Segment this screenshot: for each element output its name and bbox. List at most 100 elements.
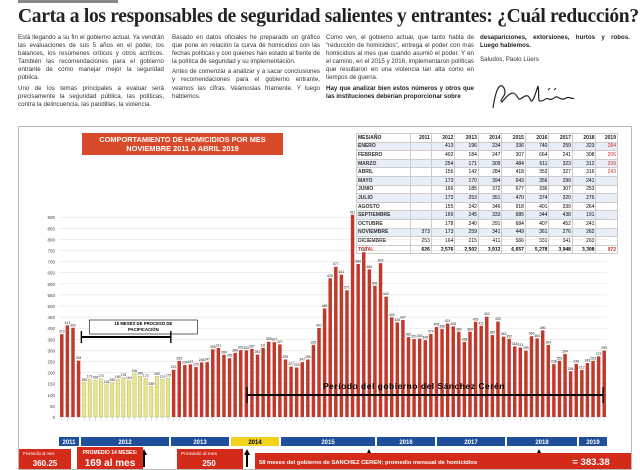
year-label: 2018 [535, 440, 549, 446]
article-body: Está llegando a su fin el gobierno actua… [18, 34, 630, 126]
bar [171, 369, 176, 417]
bar [434, 327, 439, 417]
bar [132, 373, 137, 418]
bar-value-label: 337 [271, 338, 277, 342]
bar [60, 334, 64, 417]
bar-value-label: 239 [573, 359, 579, 363]
bar-value-label: 352 [506, 334, 512, 338]
bar [110, 382, 115, 418]
bar-value-label: 339 [266, 337, 272, 341]
bar [540, 330, 545, 417]
avg-box [19, 449, 71, 469]
bar [557, 360, 562, 417]
bar-value-label: 742 [361, 248, 367, 252]
y-tick-label: 800 [47, 237, 55, 242]
bar [283, 359, 288, 417]
bar-value-label: 301 [238, 346, 244, 350]
bar-value-label: 429 [473, 317, 479, 321]
y-tick-label: 300 [47, 348, 55, 353]
bar [373, 285, 377, 417]
bar-value-label: 259 [305, 355, 311, 359]
bar-value-label: 313 [517, 343, 523, 347]
avg-box-value: 169 al mes [85, 458, 136, 469]
bar [205, 362, 209, 417]
y-tick-label: 850 [47, 226, 55, 231]
bar [384, 296, 388, 417]
bar-value-label: 243 [585, 359, 591, 363]
y-tick-label: 450 [47, 315, 55, 320]
bar [65, 325, 70, 417]
year-band [231, 437, 279, 446]
table-row: FEBRERO 402 184 247 307 664 241 308 206 [356, 150, 618, 160]
y-tick-label: 900 [47, 215, 55, 220]
bar-value-label: 265 [227, 354, 233, 358]
bar-value-label: 246 [199, 358, 205, 362]
bar-value-label: 405 [434, 323, 440, 327]
bar [289, 366, 293, 417]
bar-value-label: 362 [501, 332, 507, 336]
bar-value-label: 184 [137, 372, 143, 376]
bar [239, 350, 243, 417]
bar-value-label: 206 [568, 367, 574, 371]
bar [188, 364, 193, 417]
bar-value-label: 324 [545, 341, 551, 345]
bar-value-label: 373 [59, 330, 65, 334]
bar [501, 336, 506, 417]
bar-value-label: 677 [333, 262, 339, 266]
bar [278, 344, 282, 417]
year-label: 2016 [399, 440, 413, 446]
y-tick-label: 0 [52, 415, 55, 420]
bar-value-label: 346 [422, 336, 428, 340]
bar [211, 349, 215, 417]
bar [552, 364, 556, 417]
bar-value-label: 402 [70, 323, 76, 327]
bar-value-label: 426 [394, 318, 400, 322]
bar [306, 359, 310, 417]
bar-value-label: 289 [232, 348, 238, 352]
bar [395, 322, 400, 417]
table-row: JUNIO 166 185 372 677 336 307 253 [356, 184, 618, 195]
bar [356, 264, 360, 417]
bar-value-label: 238 [551, 360, 557, 364]
bar-value-label: 437 [400, 315, 406, 319]
bar [317, 327, 321, 417]
bar-value-label: 641 [339, 270, 345, 274]
paragraph: Como ven, el gobierno actual, que tanto … [326, 34, 474, 82]
bar [429, 333, 433, 417]
bar-value-label: 354 [534, 334, 540, 338]
bar [423, 340, 427, 417]
table-cell: 6,657 [501, 244, 526, 255]
bar [591, 360, 595, 417]
bar [261, 347, 265, 417]
signature-image [492, 85, 575, 109]
truce-label: 15 MESES DE PROCESO DE [114, 321, 172, 326]
year-label: 2012 [118, 440, 132, 446]
bar-value-label: 234 [182, 361, 188, 365]
bar-value-label: 169 [115, 375, 121, 379]
bar-value-label: 227 [288, 362, 294, 366]
bar-value-label: 254 [76, 356, 82, 360]
paragraph: Uno de los temas principales a evaluar s… [18, 84, 164, 108]
headline: Carta a los responsables de seguridad sa… [18, 6, 639, 27]
bar-value-label: 311 [260, 343, 266, 347]
bar-value-label: 253 [557, 356, 563, 360]
bar-value-label: 183 [154, 372, 160, 376]
bar-value-label: 225 [193, 363, 199, 367]
y-tick-label: 200 [47, 371, 55, 376]
arrow-icon [244, 449, 250, 467]
bar [378, 263, 383, 417]
y-tick-label: 400 [47, 326, 55, 331]
bar-value-label: 353 [417, 334, 423, 338]
table-cell: 3,948 [548, 244, 573, 255]
chart-panel: COMPORTAMIENTO DE HOMICIDIOS POR MES NOV… [18, 126, 632, 470]
y-tick-label: 50 [50, 404, 56, 409]
bar-value-label: 351 [411, 335, 417, 339]
bar [524, 350, 528, 417]
table-row: MARZO 254 171 309 484 611 323 312 239 [356, 158, 618, 169]
bar-value-label: 173 [98, 374, 104, 378]
bar-value-label: 284 [562, 349, 568, 353]
bar [250, 348, 254, 417]
bar-value-label: 384 [456, 327, 462, 331]
bar [406, 337, 411, 417]
bar [127, 380, 131, 418]
